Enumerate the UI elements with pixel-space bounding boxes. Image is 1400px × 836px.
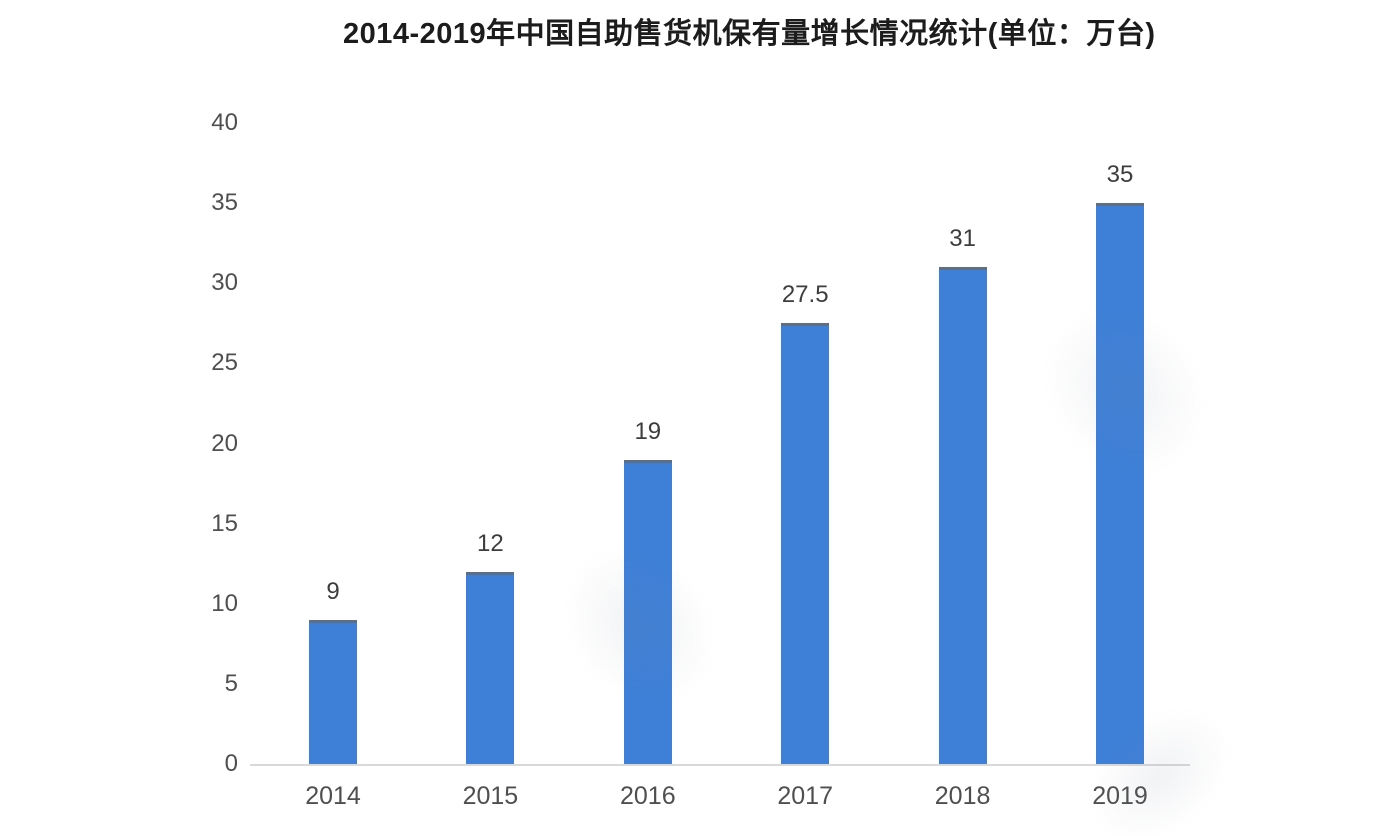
y-tick-label: 30 bbox=[211, 269, 238, 297]
bar-2014 bbox=[309, 619, 357, 764]
bar-value-label: 19 bbox=[634, 417, 662, 445]
y-tick-label: 10 bbox=[211, 589, 238, 617]
bar-value-label: 12 bbox=[477, 529, 504, 557]
y-tick-label: 15 bbox=[211, 509, 238, 537]
x-tick-label: 2015 bbox=[462, 782, 519, 810]
x-tick-label: 2017 bbox=[777, 782, 833, 810]
y-tick-label: 25 bbox=[211, 349, 238, 377]
x-tick-label: 2016 bbox=[619, 782, 676, 810]
x-tick-label: 2014 bbox=[305, 782, 361, 810]
y-tick-label: 0 bbox=[224, 750, 238, 777]
y-tick-label: 40 bbox=[211, 109, 238, 136]
chart-title: 2014-2019年中国自助售货机保有量增长情况统计(单位：万台) bbox=[343, 18, 1156, 50]
bar-2017 bbox=[781, 323, 830, 764]
bar-value-label: 9 bbox=[326, 577, 340, 605]
bar-value-label: 27.5 bbox=[781, 281, 829, 309]
bar-2019 bbox=[1096, 203, 1144, 764]
bar-value-label: 31 bbox=[949, 225, 976, 253]
y-tick-label: 5 bbox=[224, 669, 238, 697]
bar-2016 bbox=[623, 459, 672, 764]
x-tick-label: 2018 bbox=[934, 782, 991, 810]
x-axis-line bbox=[250, 764, 1190, 766]
y-tick-label: 35 bbox=[211, 189, 238, 217]
bar-value-label: 35 bbox=[1106, 161, 1134, 189]
x-tick-label: 2019 bbox=[1092, 782, 1148, 810]
bar-2015 bbox=[466, 571, 515, 764]
y-tick-label: 20 bbox=[211, 429, 238, 457]
bar-2018 bbox=[938, 267, 987, 764]
watermark-smudge bbox=[1063, 681, 1257, 836]
